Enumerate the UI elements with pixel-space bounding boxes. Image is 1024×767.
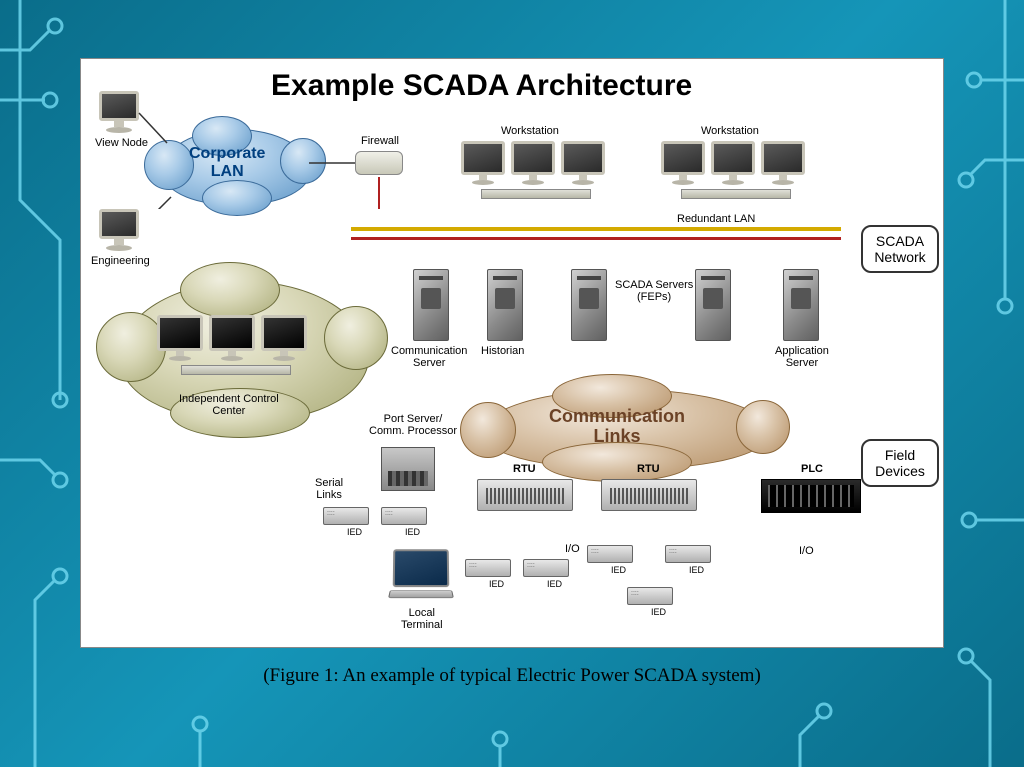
ied-2-label: IED xyxy=(405,527,420,537)
firewall-device xyxy=(355,151,403,175)
comm-server-label: Communication Server xyxy=(391,345,467,369)
rtu-1 xyxy=(477,479,573,511)
workstation-label-1: Workstation xyxy=(501,125,559,137)
view-node-label: View Node xyxy=(95,137,148,149)
io-label-1: I/O xyxy=(565,543,580,555)
ied-3 xyxy=(465,559,511,577)
port-server xyxy=(381,447,435,491)
icc-monitor-3 xyxy=(261,315,307,361)
engineering-label: Engineering xyxy=(91,255,150,267)
ied-7 xyxy=(627,587,673,605)
ied-5 xyxy=(587,545,633,563)
ied-1-label: IED xyxy=(347,527,362,537)
diagram-title: Example SCADA Architecture xyxy=(271,69,692,103)
ied-2 xyxy=(381,507,427,525)
local-terminal-laptop xyxy=(393,549,453,601)
historian-server xyxy=(487,269,523,341)
firewall-label: Firewall xyxy=(361,135,399,147)
diagram-panel: Example SCADA Architecture Corporate LAN… xyxy=(80,58,944,648)
app-server-label: Application Server xyxy=(775,345,829,369)
app-server xyxy=(783,269,819,341)
port-server-label: Port Server/ Comm. Processor xyxy=(369,413,457,437)
comm-links-label: Communication Links xyxy=(549,407,685,447)
icc-monitor-2 xyxy=(209,315,255,361)
plc xyxy=(761,479,861,513)
figure-caption: (Figure 1: An example of typical Electri… xyxy=(80,665,944,687)
ied-4-label: IED xyxy=(547,579,562,589)
ied-1 xyxy=(323,507,369,525)
ied-7-label: IED xyxy=(651,607,666,617)
icc-monitor-1 xyxy=(157,315,203,361)
workstation-label-2: Workstation xyxy=(701,125,759,137)
ied-4 xyxy=(523,559,569,577)
rtu-2 xyxy=(601,479,697,511)
ied-6-label: IED xyxy=(689,565,704,575)
ied-5-label: IED xyxy=(611,565,626,575)
local-terminal-label: Local Terminal xyxy=(401,607,443,631)
io-label-2: I/O xyxy=(799,545,814,557)
corporate-lan-label: Corporate LAN xyxy=(189,145,265,180)
plc-label: PLC xyxy=(801,463,823,475)
ied-3-label: IED xyxy=(489,579,504,589)
redundant-lan-yellow xyxy=(351,227,841,231)
historian-label: Historian xyxy=(481,345,524,357)
fep-server-1 xyxy=(571,269,607,341)
redundant-lan-label: Redundant LAN xyxy=(677,213,755,225)
view-node-monitor xyxy=(99,91,139,133)
fep-server-2 xyxy=(695,269,731,341)
redundant-lan-red xyxy=(351,237,841,240)
field-devices-region: Field Devices xyxy=(861,439,939,487)
scada-servers-label: SCADA Servers (FEPs) xyxy=(615,279,693,303)
comm-server xyxy=(413,269,449,341)
icc-keyboard xyxy=(181,365,291,375)
rtu-2-label: RTU xyxy=(637,463,660,475)
engineering-monitor xyxy=(99,209,139,251)
icc-label: Independent Control Center xyxy=(179,393,279,417)
ied-6 xyxy=(665,545,711,563)
serial-links-label: Serial Links xyxy=(315,477,343,501)
rtu-1-label: RTU xyxy=(513,463,536,475)
scada-network-region: SCADA Network xyxy=(861,225,939,273)
